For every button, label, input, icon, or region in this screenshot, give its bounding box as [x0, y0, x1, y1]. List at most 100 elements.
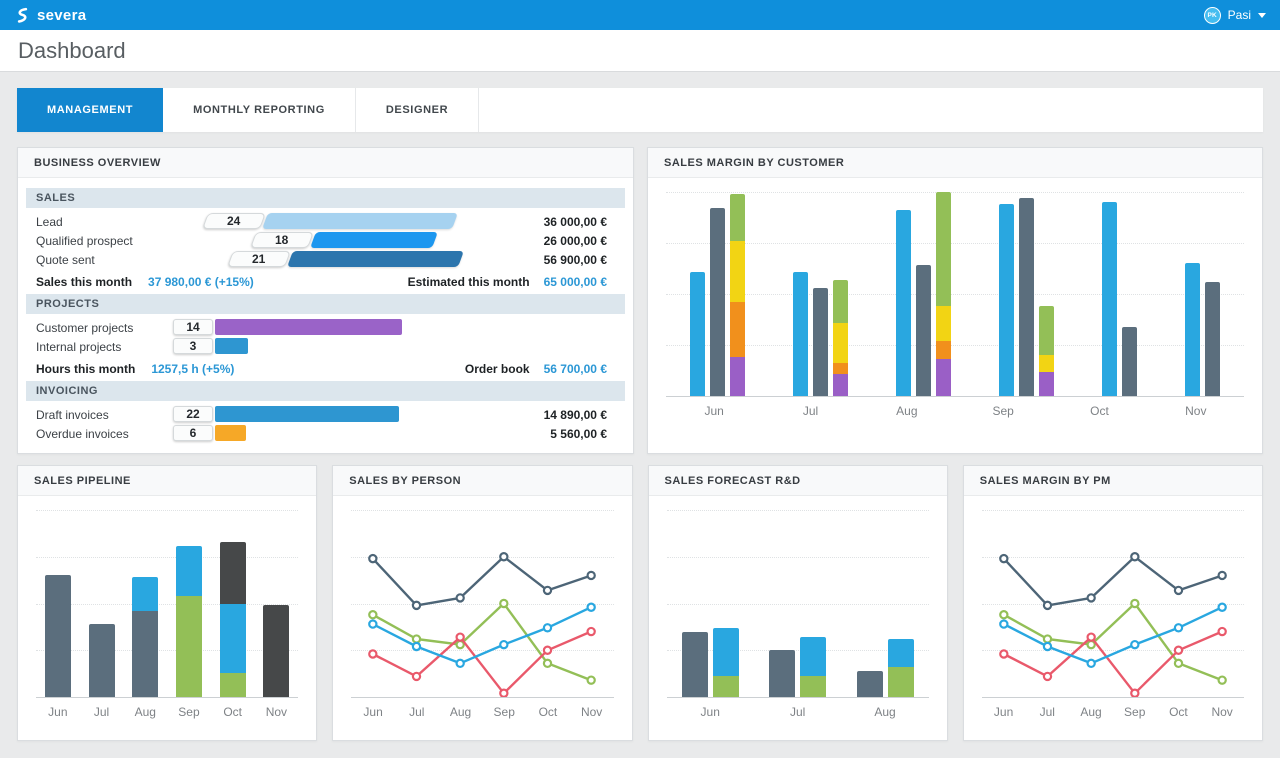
data-point-blue[interactable]: [1217, 602, 1227, 612]
data-point-navy[interactable]: [543, 585, 553, 596]
row-internal-projects: Internal projects 3: [26, 338, 625, 355]
count-pill: 3: [173, 338, 213, 354]
bar[interactable]: [999, 204, 1014, 396]
bar[interactable]: [175, 545, 202, 697]
row-label: Qualified prospect: [36, 233, 133, 248]
data-point-navy[interactable]: [998, 553, 1009, 564]
bar-segment-blue: [793, 271, 808, 396]
data-point-navy[interactable]: [499, 552, 509, 562]
data-point-red[interactable]: [998, 649, 1009, 659]
bar[interactable]: [769, 650, 796, 697]
data-point-navy[interactable]: [1217, 570, 1227, 581]
data-point-green[interactable]: [1173, 658, 1183, 669]
bar[interactable]: [132, 577, 159, 697]
bar[interactable]: [936, 192, 951, 396]
x-label-jun: Jun: [993, 705, 1014, 719]
x-label-jun: Jun: [363, 705, 383, 719]
bar[interactable]: [1185, 263, 1200, 396]
bar[interactable]: [856, 670, 883, 697]
bar-segment-green: [833, 279, 848, 323]
user-menu[interactable]: PK Pasi: [1203, 6, 1266, 24]
tab-designer[interactable]: DESIGNER: [356, 88, 480, 132]
data-point-blue[interactable]: [368, 619, 378, 629]
tab-monthly-reporting[interactable]: MONTHLY REPORTING: [163, 88, 356, 132]
data-point-navy[interactable]: [1042, 600, 1052, 611]
bar[interactable]: [793, 271, 808, 396]
section-header-invoicing: INVOICING: [26, 381, 625, 401]
x-axis-labels: Jun Jul Aug Sep Oct Nov: [36, 705, 298, 719]
bar[interactable]: [887, 639, 914, 697]
data-point-navy[interactable]: [1173, 585, 1183, 596]
data-point-green[interactable]: [1217, 675, 1227, 685]
data-point-red[interactable]: [368, 649, 378, 659]
bar[interactable]: [710, 208, 725, 396]
bar[interactable]: [896, 210, 911, 396]
user-name: Pasi: [1227, 8, 1251, 22]
x-label-nov: Nov: [265, 705, 288, 719]
data-point-red[interactable]: [586, 626, 597, 637]
line-chart-canvas: [368, 552, 597, 697]
summary-right-value: 65 000,00 €: [543, 275, 607, 289]
data-point-blue[interactable]: [1042, 641, 1052, 652]
summary-left-value: 37 980,00 € (+15%): [148, 275, 254, 289]
data-point-blue[interactable]: [586, 602, 597, 612]
bar[interactable]: [1122, 326, 1137, 396]
data-point-green[interactable]: [499, 598, 509, 609]
data-point-navy[interactable]: [455, 593, 466, 603]
bar[interactable]: [263, 605, 290, 697]
data-point-green[interactable]: [1129, 598, 1140, 609]
data-point-green[interactable]: [543, 658, 553, 669]
bar[interactable]: [219, 541, 246, 697]
count-pill: 24: [202, 213, 266, 229]
data-point-blue[interactable]: [998, 619, 1009, 629]
bar[interactable]: [690, 271, 705, 396]
data-point-navy[interactable]: [586, 570, 597, 581]
bar-segment-blue: [712, 627, 739, 677]
severa-logo[interactable]: severa: [14, 7, 86, 24]
data-point-green[interactable]: [368, 610, 378, 620]
data-point-blue[interactable]: [499, 639, 509, 650]
bar[interactable]: [88, 624, 115, 697]
bar-segment-yellow: [936, 306, 951, 341]
bar[interactable]: [800, 637, 827, 697]
data-point-red[interactable]: [1086, 632, 1096, 642]
bar[interactable]: [1019, 198, 1034, 396]
data-point-red[interactable]: [412, 671, 422, 682]
data-point-blue[interactable]: [412, 641, 422, 652]
bar[interactable]: [1039, 306, 1054, 396]
data-point-red[interactable]: [1173, 645, 1183, 655]
data-point-blue[interactable]: [1173, 623, 1183, 633]
gridline: [981, 556, 1244, 558]
data-point-green[interactable]: [998, 610, 1009, 620]
data-point-blue[interactable]: [543, 623, 553, 633]
data-point-blue[interactable]: [455, 658, 466, 669]
bar[interactable]: [813, 287, 828, 396]
data-point-red[interactable]: [455, 632, 466, 642]
gridline: [351, 603, 614, 605]
bar[interactable]: [712, 627, 739, 697]
bar[interactable]: [1102, 202, 1117, 396]
tab-management[interactable]: MANAGEMENT: [17, 88, 164, 132]
data-point-navy[interactable]: [1129, 552, 1140, 562]
data-point-red[interactable]: [1129, 688, 1140, 697]
data-point-green[interactable]: [1042, 634, 1052, 644]
bar-segment-green: [936, 192, 951, 307]
data-point-red[interactable]: [1217, 626, 1227, 637]
bar[interactable]: [916, 265, 931, 396]
x-label-jun: Jun: [48, 705, 68, 719]
data-point-green[interactable]: [412, 634, 422, 644]
data-point-navy[interactable]: [1086, 593, 1096, 603]
data-point-blue[interactable]: [1129, 639, 1140, 650]
bar[interactable]: [730, 194, 745, 396]
bar[interactable]: [1205, 281, 1220, 396]
bar[interactable]: [44, 575, 71, 697]
data-point-red[interactable]: [543, 645, 553, 655]
data-point-navy[interactable]: [368, 553, 378, 564]
bar[interactable]: [833, 279, 848, 396]
bar[interactable]: [681, 631, 708, 697]
data-point-red[interactable]: [1042, 671, 1052, 682]
data-point-blue[interactable]: [1086, 658, 1096, 669]
data-point-red[interactable]: [499, 688, 509, 697]
data-point-green[interactable]: [586, 675, 597, 685]
data-point-navy[interactable]: [412, 600, 422, 611]
